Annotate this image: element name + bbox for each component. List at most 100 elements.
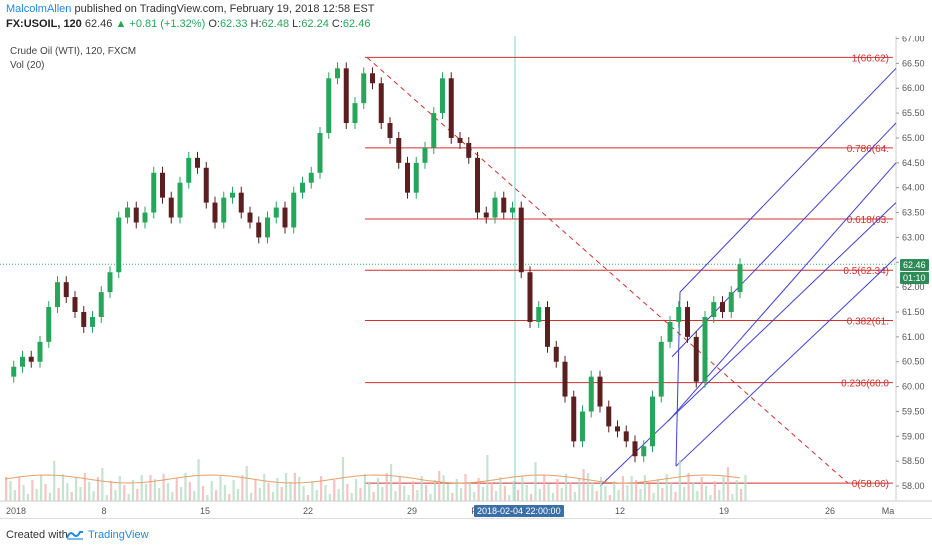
volume-bar xyxy=(258,488,261,501)
volume-bar xyxy=(350,493,353,501)
volume-bar xyxy=(188,482,191,501)
bar-countdown-tag: 01:10 xyxy=(900,272,929,284)
candle-body xyxy=(728,292,734,313)
volume-bar xyxy=(696,491,699,501)
candle-body xyxy=(90,316,95,327)
volume-bar xyxy=(551,493,555,501)
volume-bar xyxy=(530,494,533,501)
volume-bar xyxy=(219,476,222,501)
candle-body xyxy=(580,411,585,442)
volume-bar xyxy=(44,484,47,501)
low-label: L: xyxy=(292,18,302,30)
volume-bar xyxy=(236,489,240,501)
volume-bar xyxy=(376,478,380,501)
publish-info: MalcolmAllen published on TradingView.co… xyxy=(6,3,375,15)
y-tick-label: 65.50 xyxy=(902,108,925,118)
y-tick-label: 63.50 xyxy=(902,208,925,218)
candle-body xyxy=(527,272,533,322)
volume-bar xyxy=(656,479,660,501)
candle-body xyxy=(37,341,43,362)
candle-body xyxy=(685,307,690,337)
y-tick-label: 63.00 xyxy=(902,232,925,242)
y-tick-label: 66.00 xyxy=(902,83,925,93)
candle-body xyxy=(317,132,323,173)
high-value: 62.48 xyxy=(261,18,290,30)
candle-body xyxy=(203,167,209,203)
volume-bar xyxy=(516,490,520,501)
volume-bar xyxy=(543,475,546,501)
volume-bar xyxy=(75,478,78,501)
volume-bar xyxy=(626,485,629,501)
volume-bar xyxy=(499,477,502,501)
candle-body xyxy=(510,207,515,213)
volume-bar xyxy=(180,487,183,501)
candle-body xyxy=(177,182,183,218)
volume-bar xyxy=(166,483,170,501)
candle-body xyxy=(737,264,743,293)
volume-bar xyxy=(201,486,205,501)
volume-bar xyxy=(569,483,572,501)
volume-bar xyxy=(385,473,388,501)
volume-bar xyxy=(420,476,423,501)
volume-bar xyxy=(468,483,471,501)
volume-bar xyxy=(48,493,51,501)
y-tick-label: 66.50 xyxy=(902,58,925,68)
candle-body xyxy=(702,316,708,382)
candle-body xyxy=(352,103,358,124)
volume-bar xyxy=(328,494,331,501)
chart-area[interactable]: 67.00 66.50 66.00 65.50 65.00 64.50 64.00 63.50… xyxy=(0,33,932,516)
volume-bar xyxy=(320,476,323,501)
candle-body xyxy=(466,142,472,158)
volume-bar xyxy=(451,493,454,501)
volume-bar xyxy=(206,495,209,501)
volume-bar xyxy=(35,489,38,501)
volume-bar xyxy=(61,474,65,501)
volume-bar xyxy=(407,495,410,501)
candle-body xyxy=(230,192,235,198)
price-chart[interactable]: 67.00 66.50 66.00 65.50 65.00 64.50 64.00 63.50… xyxy=(0,33,932,516)
candle-body xyxy=(370,73,375,84)
candle-body xyxy=(483,212,489,218)
volume-bar xyxy=(363,474,366,501)
volume-bar xyxy=(53,461,56,501)
instrument-title: Crude Oil (WTI), 120, FXCM xyxy=(10,46,137,57)
x-tick-label: 15 xyxy=(200,506,210,516)
candle-body xyxy=(256,222,262,238)
candle-body xyxy=(440,78,445,114)
candle-body xyxy=(571,396,577,442)
candle-body xyxy=(378,83,384,124)
candle-body xyxy=(46,307,52,342)
y-tick-label: 61.00 xyxy=(902,332,925,342)
volume-bar xyxy=(464,474,467,501)
volume-bar xyxy=(691,482,695,501)
volume-bar xyxy=(346,484,349,501)
candle-body xyxy=(55,282,60,308)
volume-bar xyxy=(547,484,550,501)
volume-bar xyxy=(153,479,156,501)
volume-bar xyxy=(635,480,638,501)
candle-body xyxy=(133,207,139,223)
volume-bar xyxy=(718,490,721,501)
candle-body xyxy=(588,376,594,412)
volume-bar xyxy=(140,475,143,501)
fib-level-label: 0.5(62.34) xyxy=(843,266,889,277)
volume-bar xyxy=(355,479,358,501)
author-link[interactable]: MalcolmAllen xyxy=(6,3,72,15)
candle-body xyxy=(282,207,288,228)
volume-bar xyxy=(416,490,419,501)
candle-body xyxy=(221,197,227,223)
candle-body xyxy=(396,137,402,163)
volume-bar xyxy=(700,477,703,501)
volume-bar xyxy=(565,474,568,501)
volume-bar xyxy=(390,464,393,501)
fib-level-label: 1(66.62) xyxy=(852,53,889,64)
candle-body xyxy=(492,197,498,218)
volume-bar xyxy=(88,482,91,501)
candle-body xyxy=(606,406,612,427)
tradingview-brand-link[interactable]: TradingView xyxy=(88,529,149,541)
y-tick-label: 59.50 xyxy=(902,406,925,416)
x-tick-label: 12 xyxy=(615,506,625,516)
x-tick-label: 2018 xyxy=(6,506,26,516)
volume-bar xyxy=(460,488,463,501)
candle-body xyxy=(361,73,367,104)
